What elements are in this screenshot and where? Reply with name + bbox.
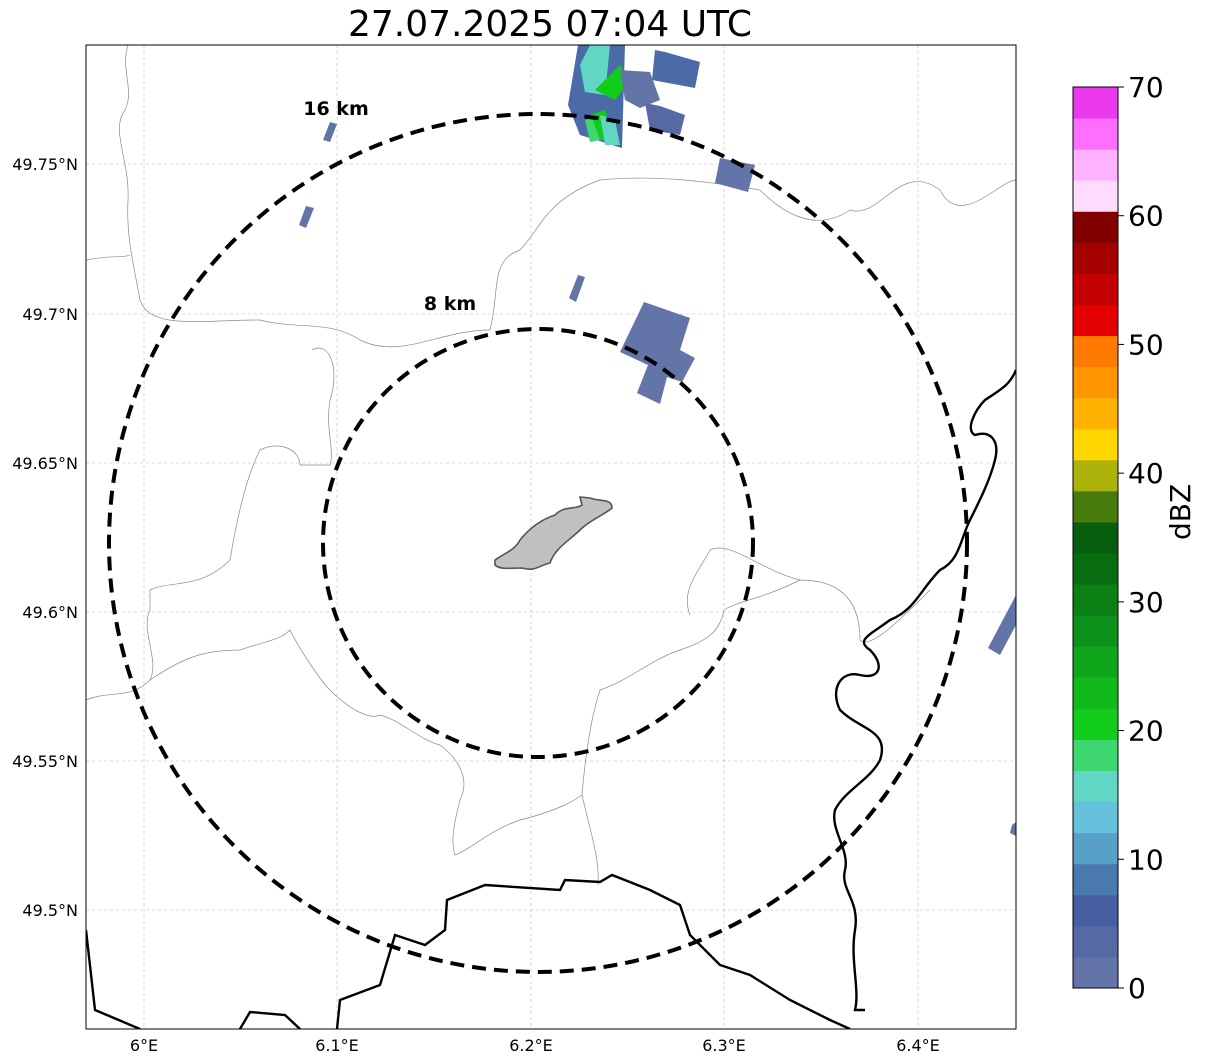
colorbar-cell: [1073, 956, 1118, 989]
map-frame: [85, 44, 1017, 1030]
lon-tick: 6.3°E: [702, 1036, 746, 1055]
colorbar-tick-label: 50: [1128, 328, 1164, 361]
colorbar-cell: [1073, 832, 1118, 865]
colorbar-cell: [1073, 677, 1118, 709]
ring-16km: [107, 112, 969, 974]
national-borders: [86, 369, 1016, 1029]
city-outline: [494, 496, 613, 570]
colorbar-tick-label: 0: [1128, 972, 1146, 1005]
map-title: 27.07.2025 07:04 UTC: [347, 4, 753, 45]
colorbar-cell: [1073, 304, 1118, 337]
colorbar-tick-label: 40: [1128, 457, 1164, 490]
colorbar-cell: [1073, 242, 1118, 274]
colorbar-tick-label: 30: [1128, 586, 1164, 619]
lat-tick: 49.75°N: [12, 155, 78, 174]
colorbar: [1073, 87, 1118, 989]
colorbar-cell: [1073, 428, 1118, 461]
colorbar-cell: [1073, 273, 1118, 305]
lat-tick: 49.55°N: [12, 752, 78, 771]
colorbar-cell: [1073, 366, 1118, 399]
colorbar-cell: [1073, 459, 1118, 492]
lon-tick: 6.1°E: [315, 1036, 359, 1055]
colorbar-frame: [1072, 86, 1119, 989]
ring-label-16km: 16 km: [303, 98, 369, 120]
colorbar-cell: [1073, 863, 1118, 896]
lat-tick: 49.6°N: [22, 603, 78, 622]
lon-tick: 6.4°E: [896, 1036, 940, 1055]
ring-8km: [321, 327, 755, 759]
colorbar-cell: [1073, 149, 1118, 181]
colorbar-cell: [1073, 894, 1118, 927]
ring-label-8km: 8 km: [424, 293, 476, 315]
colorbar-cell: [1073, 553, 1118, 585]
colorbar-cell: [1073, 770, 1118, 803]
colorbar-cell: [1073, 521, 1118, 554]
colorbar-cell: [1073, 584, 1118, 616]
colorbar-cell: [1073, 925, 1118, 958]
colorbar-cell: [1073, 490, 1118, 523]
colorbar-cell: [1073, 180, 1118, 212]
range-rings: [107, 112, 969, 974]
colorbar-tick-label: 60: [1128, 200, 1164, 233]
lat-tick: 49.65°N: [12, 454, 78, 473]
colorbar-cell: [1073, 118, 1118, 150]
lat-tick: 49.5°N: [22, 901, 78, 920]
lat-tick: 49.7°N: [22, 305, 78, 324]
colorbar-tick-label: 20: [1128, 715, 1164, 748]
colorbar-cell: [1073, 87, 1118, 119]
colorbar-cell: [1073, 801, 1118, 834]
lat-tick-labels: 49.75°N 49.7°N 49.65°N 49.6°N 49.55°N 49…: [12, 155, 78, 920]
colorbar-cell: [1073, 615, 1118, 647]
colorbar-cell: [1073, 739, 1118, 772]
colorbar-ticks: 0 10 20 30 40 50 60 70: [1118, 71, 1164, 1005]
admin-boundaries: [86, 45, 1016, 886]
graticule: [86, 45, 1016, 1029]
colorbar-cell: [1073, 335, 1118, 368]
colorbar-cell: [1073, 708, 1118, 740]
colorbar-cell: [1073, 211, 1118, 243]
lon-tick-labels: 6°E 6.1°E 6.2°E 6.3°E 6.4°E: [130, 1036, 940, 1055]
colorbar-tick-label: 70: [1128, 71, 1164, 104]
colorbar-cell: [1073, 397, 1118, 430]
colorbar-label: dBZ: [1164, 483, 1197, 540]
radar-echoes: [299, 45, 1016, 836]
colorbar-cell: [1073, 646, 1118, 678]
lon-tick: 6°E: [130, 1036, 158, 1055]
colorbar-tick-label: 10: [1128, 843, 1164, 876]
lon-tick: 6.2°E: [509, 1036, 553, 1055]
